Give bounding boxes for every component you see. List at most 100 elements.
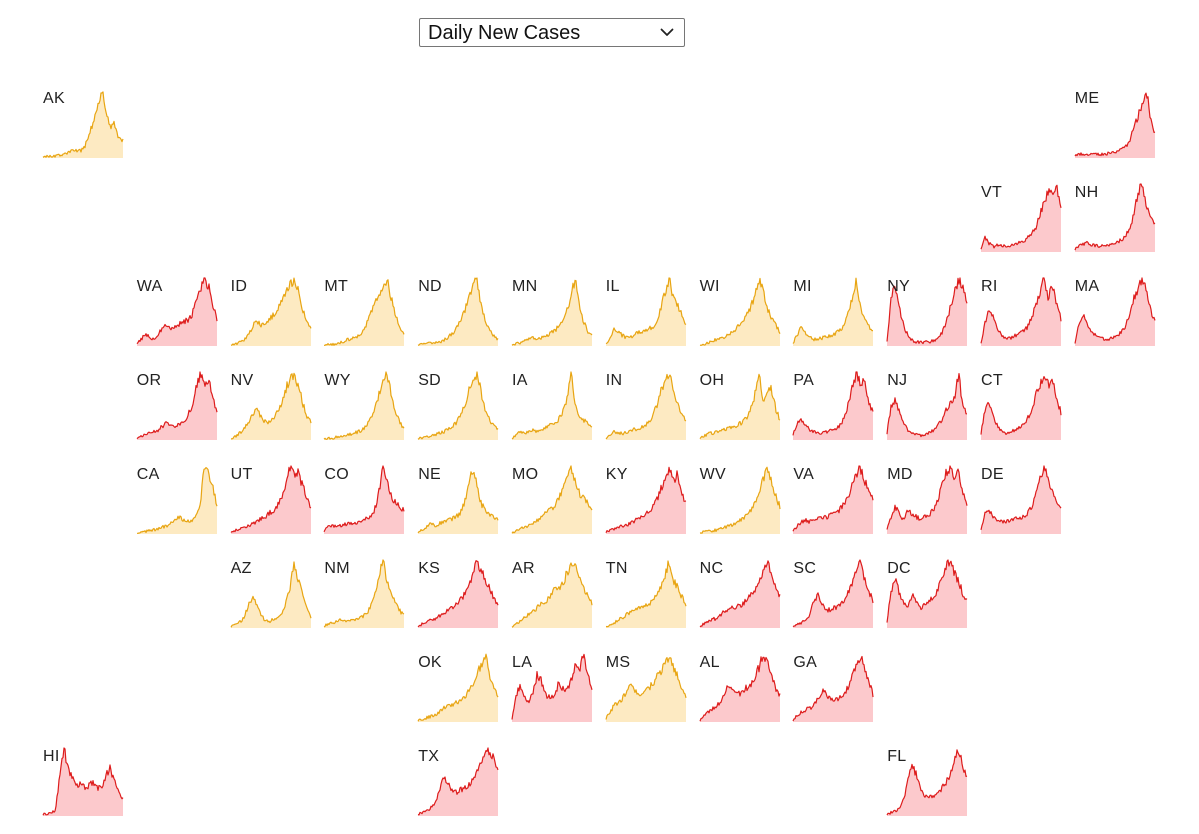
- sparkline-area-tx: [418, 748, 499, 816]
- sparkline-ca: [136, 467, 218, 534]
- sparkline-area-nh: [1074, 184, 1155, 252]
- state-tile-sd[interactable]: SD: [417, 371, 499, 442]
- state-tile-ms[interactable]: MS: [605, 654, 687, 724]
- state-tile-az[interactable]: AZ: [230, 560, 312, 630]
- state-tile-oh[interactable]: OH: [699, 372, 780, 442]
- state-tile-de[interactable]: DE: [980, 465, 1062, 536]
- sparkline-line-wv: [699, 466, 781, 534]
- sparkline-nd: [417, 277, 499, 346]
- state-tile-me[interactable]: ME: [1074, 90, 1155, 160]
- sparkline-il: [605, 277, 687, 346]
- state-abbr-label: KY: [605, 466, 628, 483]
- sparkline-area-mo: [512, 466, 592, 534]
- state-tile-ca[interactable]: CA: [136, 466, 218, 536]
- metric-dropdown[interactable]: Daily New Cases: [419, 18, 685, 47]
- state-abbr-label: DC: [887, 560, 911, 577]
- sparkline-area-ma: [1074, 278, 1155, 346]
- state-tile-nd[interactable]: ND: [417, 277, 499, 348]
- state-tile-nm[interactable]: NM: [324, 559, 405, 630]
- state-tile-mt[interactable]: MT: [324, 278, 405, 348]
- state-tile-in[interactable]: IN: [605, 372, 687, 442]
- sparkline-line-la: [511, 653, 593, 720]
- sparkline-area-mi: [793, 278, 874, 346]
- sparkline-line-co: [323, 465, 405, 533]
- state-tile-sc[interactable]: SC: [793, 559, 874, 630]
- state-tile-vt[interactable]: VT: [980, 184, 1062, 254]
- state-tile-hi[interactable]: HI: [42, 747, 124, 818]
- state-tile-ok[interactable]: OK: [417, 653, 499, 724]
- sparkline-line-ut: [230, 465, 311, 533]
- sparkline-line-ca: [136, 467, 218, 534]
- sparkline-line-ga: [792, 655, 874, 722]
- sparkline-line-wy: [324, 371, 405, 440]
- state-tile-nh[interactable]: NH: [1074, 183, 1156, 254]
- sparkline-nj: [886, 373, 968, 440]
- sparkline-line-oh: [699, 373, 780, 440]
- state-abbr-label: MI: [793, 278, 812, 295]
- state-tile-fl[interactable]: FL: [886, 748, 968, 818]
- state-tile-nj[interactable]: NJ: [886, 372, 968, 442]
- sparkline-line-id: [230, 277, 312, 346]
- state-tile-ct[interactable]: CT: [980, 372, 1062, 442]
- sparkline-line-mt: [324, 279, 405, 346]
- state-tile-mi[interactable]: MI: [792, 277, 874, 348]
- sparkline-line-il: [605, 277, 687, 345]
- state-tile-or[interactable]: OR: [136, 371, 218, 442]
- sparkline-ar: [511, 562, 593, 628]
- sparkline-line-nj: [886, 373, 968, 438]
- sparkline-line-fl: [886, 749, 968, 816]
- sparkline-line-ma: [1074, 277, 1156, 344]
- state-tile-il[interactable]: IL: [605, 277, 687, 348]
- state-tile-ky[interactable]: KY: [605, 466, 686, 536]
- state-tile-tx[interactable]: TX: [418, 747, 499, 818]
- state-tile-ia[interactable]: IA: [511, 371, 593, 442]
- sparkline-area-me: [1074, 93, 1155, 158]
- sparkline-mo: [511, 465, 593, 534]
- state-tile-va[interactable]: VA: [792, 465, 874, 536]
- state-tile-la[interactable]: LA: [511, 653, 593, 724]
- state-tile-wi[interactable]: WI: [699, 277, 781, 348]
- state-tile-tn[interactable]: TN: [605, 560, 687, 630]
- sparkline-sd: [417, 371, 499, 440]
- sparkline-tx: [418, 747, 499, 816]
- state-tile-ut[interactable]: UT: [230, 465, 311, 536]
- state-tile-nv[interactable]: NV: [230, 372, 312, 442]
- state-tile-ne[interactable]: NE: [417, 466, 499, 536]
- sparkline-area-ia: [512, 372, 592, 440]
- sparkline-line-al: [699, 656, 781, 722]
- state-tile-ga[interactable]: GA: [792, 654, 874, 724]
- state-tile-wy[interactable]: WY: [324, 371, 405, 442]
- sparkline-ct: [980, 376, 1062, 440]
- state-tile-nc[interactable]: NC: [699, 560, 781, 630]
- state-tile-wv[interactable]: WV: [699, 466, 781, 536]
- state-tile-pa[interactable]: PA: [792, 371, 874, 442]
- state-tile-ar[interactable]: AR: [511, 560, 593, 630]
- state-tile-dc[interactable]: DC: [886, 559, 968, 630]
- sparkline-area-la: [512, 654, 592, 722]
- state-tile-wa[interactable]: WA: [136, 277, 218, 348]
- state-tile-md[interactable]: MD: [886, 465, 968, 536]
- sparkline-tn: [605, 560, 687, 628]
- state-abbr-label: IN: [605, 372, 623, 389]
- state-tile-ny[interactable]: NY: [886, 277, 968, 348]
- state-abbr-label: TN: [605, 560, 628, 577]
- sparkline-mi: [792, 277, 874, 346]
- sparkline-line-ks: [417, 560, 499, 628]
- state-tile-ma[interactable]: MA: [1074, 277, 1156, 348]
- state-tile-id[interactable]: ID: [230, 277, 312, 348]
- sparkline-az: [230, 561, 312, 628]
- sparkline-area-co: [324, 466, 405, 534]
- state-abbr-label: CT: [981, 372, 1003, 389]
- state-tile-al[interactable]: AL: [699, 654, 781, 724]
- state-abbr-label: KS: [418, 560, 441, 577]
- state-tile-ak[interactable]: AK: [42, 90, 124, 160]
- state-tile-mo[interactable]: MO: [511, 465, 593, 536]
- state-tile-ri[interactable]: RI: [980, 277, 1062, 348]
- state-tile-co[interactable]: CO: [323, 465, 405, 536]
- state-abbr-label: TX: [418, 748, 440, 765]
- state-tile-ks[interactable]: KS: [417, 560, 499, 630]
- sparkline-va: [792, 465, 874, 534]
- state-tile-mn[interactable]: MN: [511, 278, 593, 348]
- sparkline-line-az: [230, 561, 312, 628]
- state-abbr-label: NM: [324, 560, 350, 577]
